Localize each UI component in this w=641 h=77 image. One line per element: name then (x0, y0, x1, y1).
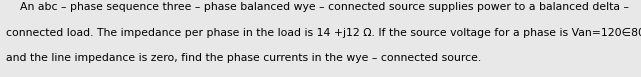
Text: An abc – phase sequence three – phase balanced wye – connected source supplies p: An abc – phase sequence three – phase ba… (6, 2, 629, 12)
Text: and the line impedance is zero, find the phase currents in the wye – connected s: and the line impedance is zero, find the… (6, 53, 481, 63)
Text: connected load. The impedance per phase in the load is 14 +j12 Ω. If the source : connected load. The impedance per phase … (6, 28, 641, 38)
